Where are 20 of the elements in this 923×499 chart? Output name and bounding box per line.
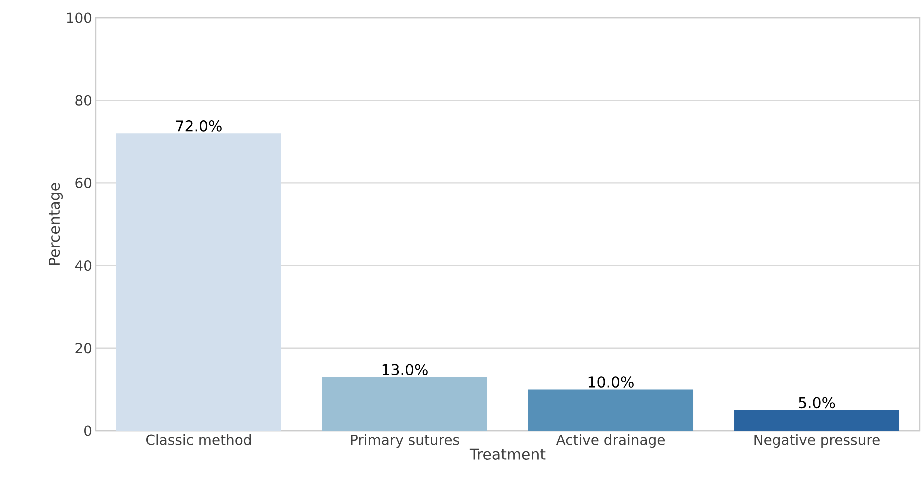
y-tick-label: 40 (75, 260, 92, 272)
data-label: 72.0% (176, 120, 222, 132)
x-tick-label: Primary sutures (351, 434, 460, 448)
bar (734, 410, 900, 431)
data-label: 10.0% (588, 376, 634, 388)
y-tick-label: 20 (76, 343, 92, 354)
y-tick-label: 100 (67, 12, 92, 24)
data-label: 13.0% (382, 364, 428, 376)
x-axis-title: Treatment (470, 448, 546, 460)
y-tick-label: 80 (76, 95, 92, 106)
bar (322, 377, 488, 431)
bar (116, 134, 282, 431)
y-tick-label: 60 (76, 178, 92, 188)
y-tick-label: 0 (84, 426, 92, 436)
y-axis-title: Percentage (49, 183, 64, 266)
bar (528, 390, 694, 431)
x-tick-label: Classic method (146, 434, 252, 446)
x-tick-label: Active drainage (556, 434, 665, 448)
x-tick-label: Negative pressure (754, 434, 880, 448)
data-label: 5.0% (799, 397, 836, 409)
